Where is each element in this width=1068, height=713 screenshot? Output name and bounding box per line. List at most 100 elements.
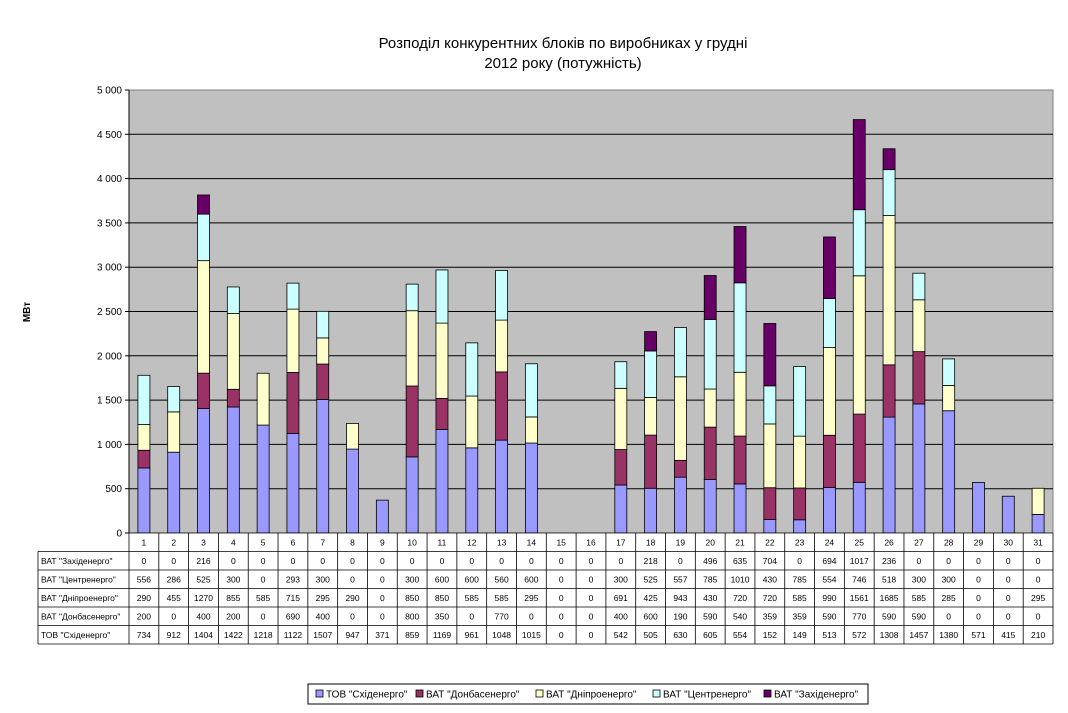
legend-entry-series-3: ВАТ "Дніпроенерго" [546, 690, 637, 701]
table-cell: 430 [703, 593, 717, 603]
table-cell: 0 [589, 630, 594, 640]
x-tick-label: 6 [291, 538, 296, 548]
x-tick-label: 3 [201, 538, 206, 548]
table-cell: 720 [763, 593, 777, 603]
table-cell: 734 [137, 630, 151, 640]
table-cell: 0 [1006, 556, 1011, 566]
x-tick-label: 29 [974, 538, 984, 548]
bar-segment-series-2-day-7 [316, 363, 330, 400]
table-cell: 600 [644, 612, 658, 622]
bar-segment-series-1-day-2 [167, 451, 181, 534]
table-cell: 0 [380, 593, 385, 603]
table-cell: 1685 [880, 593, 899, 603]
table-cell: 585 [465, 593, 479, 603]
table-cell: 690 [286, 612, 300, 622]
legend: ТОВ "Східенерго" ВАТ "Донбасенерго" ВАТ "Д… [307, 683, 869, 705]
bar-segment-series-3-day-12 [465, 395, 479, 449]
table-cell: 770 [852, 612, 866, 622]
table-cell: 0 [559, 556, 564, 566]
table-cell: 0 [320, 556, 325, 566]
table-cell: 554 [822, 575, 836, 585]
bar-segment-series-4-day-18 [644, 350, 658, 398]
chart-title-line-2: 2012 року (потужність) [484, 55, 641, 72]
bar-segment-series-1-day-20 [703, 478, 717, 534]
y-tick-label: 2 000 [97, 351, 122, 362]
bar-segment-series-3-day-19 [674, 376, 687, 461]
bar-segment-series-4-day-10 [405, 283, 419, 312]
table-cell: 415 [1001, 630, 1015, 640]
table-cell: 1122 [284, 630, 303, 640]
bar-segment-series-5-day-24 [823, 236, 836, 299]
table-cell: 149 [793, 630, 807, 640]
table-cell: 300 [942, 575, 956, 585]
x-tick-label: 11 [438, 538, 447, 548]
bar-segment-series-1-day-31 [1031, 513, 1045, 534]
bar-segment-series-2-day-27 [912, 351, 926, 405]
table-cell: 400 [614, 612, 628, 622]
table-row-label: ВАТ "Центренерго" [41, 575, 116, 585]
legend-box [307, 683, 869, 705]
x-tick-label: 4 [231, 538, 236, 548]
table-cell: 0 [559, 575, 564, 585]
table-cell: 560 [494, 575, 508, 585]
bar-segment-series-1-day-25 [852, 481, 866, 534]
table-cell: 0 [618, 556, 623, 566]
table-cell: 600 [524, 575, 538, 585]
data-table: 1 2 3 4 5 6 7 8 9 10 11 12 13 14 15 16 17 18 19 20 21 22 23 24 2… [37, 532, 1054, 645]
table-cell: 590 [912, 612, 926, 622]
bar-segment-series-1-day-1 [137, 467, 151, 534]
legend-swatch-series-2 [415, 689, 424, 698]
bar-segment-series-1-day-21 [733, 483, 747, 534]
table-cell: 518 [882, 575, 896, 585]
bar-segment-series-3-day-22 [763, 423, 777, 489]
table-cell: 496 [703, 556, 717, 566]
bar-segment-series-2-day-6 [286, 372, 300, 434]
table-cell: 855 [226, 593, 240, 603]
table-cell: 0 [1006, 575, 1011, 585]
x-tick-label: 25 [855, 538, 865, 548]
table-cell: 0 [171, 612, 176, 622]
table-cell: 554 [733, 630, 747, 640]
table-cell: 605 [703, 630, 717, 640]
x-tick-label: 31 [1033, 538, 1043, 548]
table-cell: 1422 [224, 630, 243, 640]
table-cell: 0 [976, 575, 981, 585]
table-cell: 285 [942, 593, 956, 603]
bar-segment-series-1-day-23 [793, 519, 807, 534]
chart-title-line-1: Розподіл конкурентних блоків по виробник… [379, 35, 748, 52]
table-row-label: ВАТ "Західенерго" [41, 556, 112, 566]
table-cell: 1015 [522, 630, 541, 640]
bar-segment-series-3-day-7 [316, 337, 330, 365]
y-tick-label: 1 500 [97, 396, 122, 407]
table-cell: 0 [589, 575, 594, 585]
bar-segment-series-4-day-14 [524, 363, 538, 418]
y-tick-label: 4 500 [97, 130, 122, 141]
table-cell: 0 [231, 556, 236, 566]
bar-segment-series-5-day-25 [852, 119, 866, 211]
bar-segment-series-2-day-1 [137, 449, 151, 469]
x-tick-label: 23 [795, 538, 805, 548]
bar-segment-series-3-day-8 [346, 423, 359, 450]
table-cell: 525 [644, 575, 658, 585]
table-cell: 0 [976, 556, 981, 566]
bar-segment-series-2-day-17 [614, 449, 628, 486]
bar-segment-series-4-day-17 [614, 361, 628, 389]
table-cell: 505 [644, 630, 658, 640]
x-tick-label: 18 [646, 538, 656, 548]
bar-segment-series-5-day-21 [733, 226, 747, 284]
legend-entry-series-1: ТОВ "Східенерго" [326, 690, 408, 701]
table-cell: 0 [380, 612, 385, 622]
table-cell: 290 [137, 593, 151, 603]
table-cell: 590 [822, 612, 836, 622]
table-cell: 746 [852, 575, 866, 585]
bar-segment-series-1-day-12 [465, 447, 479, 534]
bar-segment-series-4-day-12 [465, 342, 479, 397]
bar-segment-series-2-day-13 [495, 371, 508, 441]
bar-segment-series-4-day-6 [286, 282, 300, 310]
table-cell: 200 [137, 612, 151, 622]
table-cell: 0 [976, 593, 981, 603]
table-cell: 912 [167, 630, 181, 640]
bar-segment-series-2-day-19 [674, 459, 687, 478]
bar-segment-series-1-day-28 [942, 410, 956, 534]
bar-segment-series-1-day-27 [912, 403, 926, 534]
